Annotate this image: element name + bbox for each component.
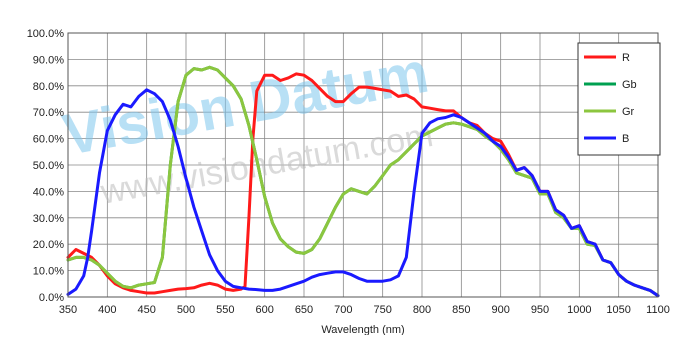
x-tick-label: 350 — [59, 304, 77, 316]
series-lines — [66, 65, 660, 298]
x-tick-label: 750 — [373, 304, 391, 316]
y-tick-label: 50.0% — [33, 160, 64, 172]
legend-label-gb: Gb — [622, 79, 637, 91]
y-tick-label: 60.0% — [33, 134, 64, 146]
y-tick-label: 10.0% — [33, 266, 64, 278]
x-tick-label: 950 — [531, 304, 549, 316]
x-tick-label: 550 — [216, 304, 234, 316]
x-tick-label: 700 — [334, 304, 352, 316]
x-tick-label: 500 — [177, 304, 195, 316]
grid-lines — [67, 32, 659, 298]
x-tick-label: 1100 — [646, 304, 670, 316]
legend-box — [577, 42, 661, 156]
x-tick-label: 1050 — [606, 304, 630, 316]
y-tick-label: 100.0% — [27, 28, 65, 40]
y-tick-label: 30.0% — [33, 213, 64, 225]
x-tick-label: 900 — [491, 304, 509, 316]
x-tick-label: 650 — [295, 304, 313, 316]
y-tick-label: 20.0% — [33, 239, 64, 251]
legend-label-gr: Gr — [622, 106, 635, 118]
x-tick-label: 450 — [137, 304, 155, 316]
legend-label-r: R — [622, 52, 630, 64]
y-tick-label: 40.0% — [33, 186, 64, 198]
series-line-b — [66, 88, 660, 298]
x-tick-label: 1000 — [567, 304, 591, 316]
x-tick-label: 400 — [98, 304, 116, 316]
x-tick-label: 800 — [413, 304, 431, 316]
y-tick-label: 70.0% — [33, 107, 64, 119]
axes: 0.0% 10.0% 20.0% 30.0% 40.0% 50.0% 60.0% 70.0% 8… — [27, 28, 670, 336]
plot-frame — [67, 32, 659, 298]
x-tick-label: 850 — [452, 304, 470, 316]
x-tick-label: 600 — [255, 304, 273, 316]
legend: R Gb Gr B — [577, 42, 661, 156]
legend-label-b: B — [622, 133, 629, 145]
x-axis-label: Wavelength (nm) — [321, 324, 404, 335]
series-line-gr — [66, 65, 660, 298]
y-tick-label: 0.0% — [39, 292, 64, 304]
y-tick-label: 80.0% — [33, 81, 64, 93]
y-tick-label: 90.0% — [33, 54, 64, 66]
